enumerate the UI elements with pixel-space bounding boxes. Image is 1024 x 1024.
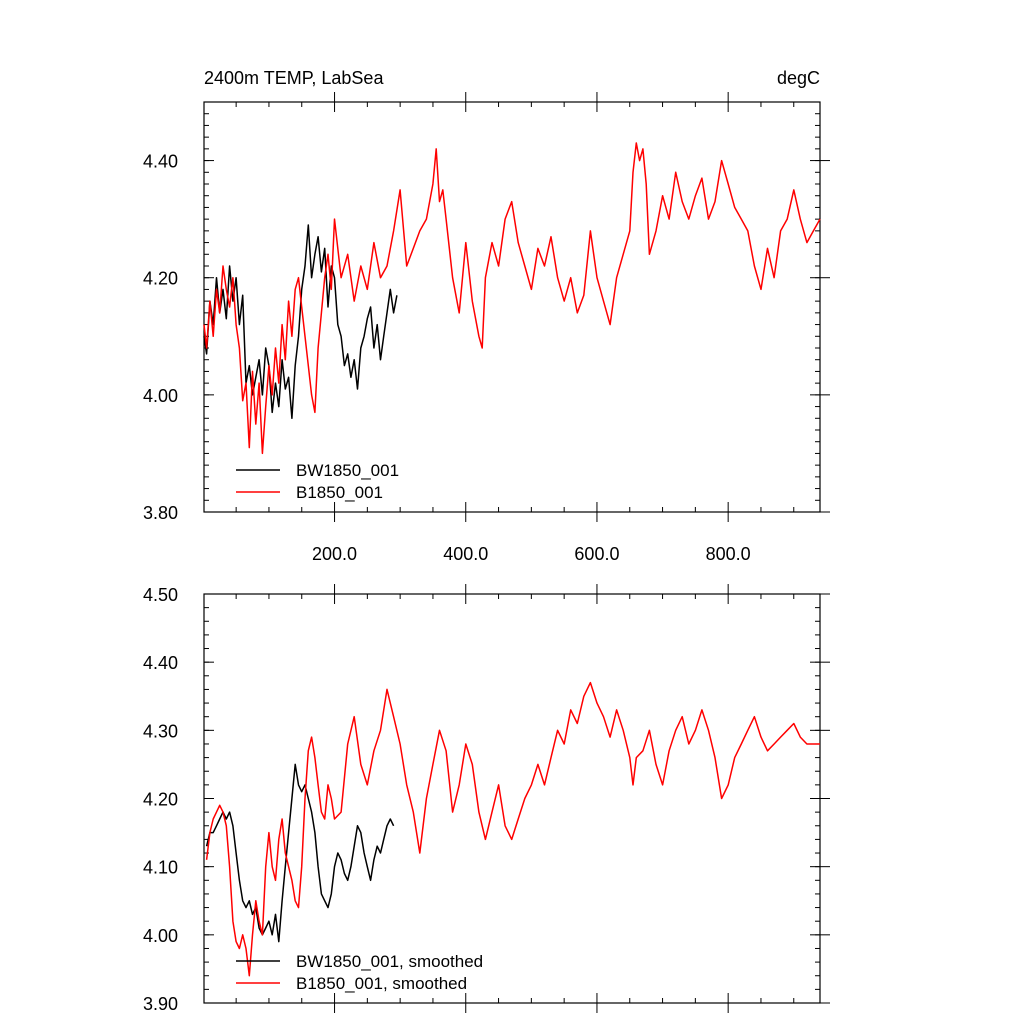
chart-title: 2400m TEMP, LabSea (204, 68, 384, 88)
units-label: degC (777, 68, 820, 88)
bottom-legend: BW1850_001, smoothed B1850_001, smoothed (236, 952, 483, 993)
bottom-axes: 3.90 4.00 4.10 4.20 4.30 4.40 4.50 (143, 584, 830, 1014)
legend-label-b1850-smoothed: B1850_001, smoothed (296, 974, 467, 993)
x-tick-label: 400.0 (443, 544, 488, 564)
y-tick-label: 4.00 (143, 926, 178, 946)
x-tick-label: 800.0 (706, 544, 751, 564)
series-line-1 (205, 681, 820, 977)
legend-label-bw1850: BW1850_001 (296, 461, 399, 480)
top-series-group (203, 142, 821, 455)
series-line-0 (203, 224, 398, 420)
top-legend: BW1850_001 B1850_001 (236, 461, 399, 502)
bottom-series-group (205, 681, 820, 977)
y-tick-label: 4.20 (143, 269, 178, 289)
top-panel: 2400m TEMP, LabSea degC 200.0 400.0 600.0 8… (143, 68, 830, 564)
x-tick-label: 600.0 (574, 544, 619, 564)
y-tick-label: 4.10 (143, 858, 178, 878)
y-tick-label: 4.50 (143, 585, 178, 605)
y-tick-label: 4.40 (143, 653, 178, 673)
legend-label-bw1850-smoothed: BW1850_001, smoothed (296, 952, 483, 971)
series-line-0 (205, 763, 395, 943)
y-tick-label: 4.30 (143, 721, 178, 741)
y-tick-label: 4.20 (143, 790, 178, 810)
x-tick-label: 200.0 (312, 544, 357, 564)
bottom-panel: 3.90 4.00 4.10 4.20 4.30 4.40 4.50 BW1850_001,… (143, 584, 830, 1014)
y-tick-label: 3.90 (143, 994, 178, 1014)
plot-frame (203, 101, 821, 513)
y-tick-label: 3.80 (143, 503, 178, 523)
legend-label-b1850: B1850_001 (296, 483, 383, 502)
y-tick-label: 4.40 (143, 152, 178, 172)
series-line-1 (203, 142, 821, 455)
y-tick-label: 4.00 (143, 386, 178, 406)
top-axes: 200.0 400.0 600.0 800.0 3.80 4.00 4.20 4.40 (143, 92, 830, 564)
plot-frame (203, 593, 821, 1004)
